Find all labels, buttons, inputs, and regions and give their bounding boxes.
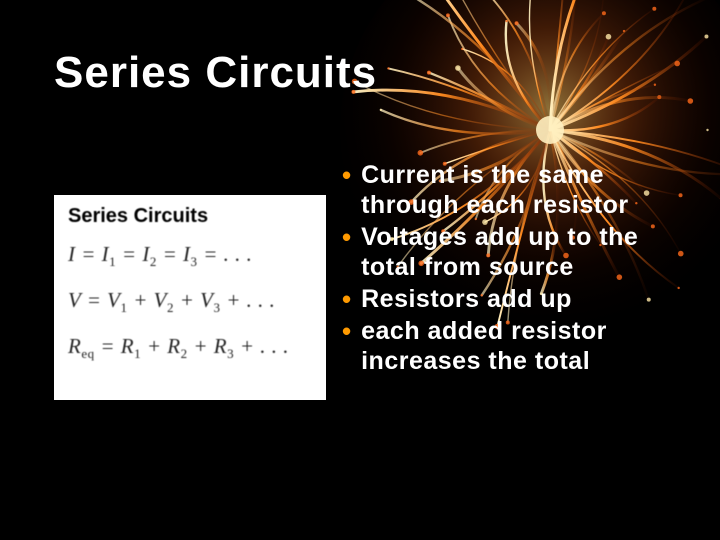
bullet-dot-icon: • xyxy=(342,160,351,190)
equation-line-2: V = V1 + V2 + V3 + . . . xyxy=(68,288,312,316)
bullet-text: Current is the same through each resisto… xyxy=(361,160,700,220)
equation-line-3: Req = R1 + R2 + R3 + . . . xyxy=(68,334,312,362)
bullet-text: each added resistor increases the total xyxy=(361,316,700,376)
bullet-item: • each added resistor increases the tota… xyxy=(340,316,700,376)
slide: Series Circuits Series Circuits I = I1 =… xyxy=(0,0,720,540)
bullet-text: Resistors add up xyxy=(361,284,572,314)
equation-box: Series Circuits I = I1 = I2 = I3 = . . .… xyxy=(54,195,326,400)
bullet-item: • Resistors add up xyxy=(340,284,700,314)
equation-line-1: I = I1 = I2 = I3 = . . . xyxy=(68,242,312,270)
bullet-item: • Voltages add up to the total from sour… xyxy=(340,222,700,282)
equation-heading: Series Circuits xyxy=(68,205,312,228)
bullet-item: • Current is the same through each resis… xyxy=(340,160,700,220)
bullet-list: • Current is the same through each resis… xyxy=(340,160,700,378)
bullet-dot-icon: • xyxy=(342,316,351,346)
slide-title: Series Circuits xyxy=(54,48,377,98)
bullet-text: Voltages add up to the total from source xyxy=(361,222,700,282)
bullet-dot-icon: • xyxy=(342,222,351,252)
bullet-dot-icon: • xyxy=(342,284,351,314)
